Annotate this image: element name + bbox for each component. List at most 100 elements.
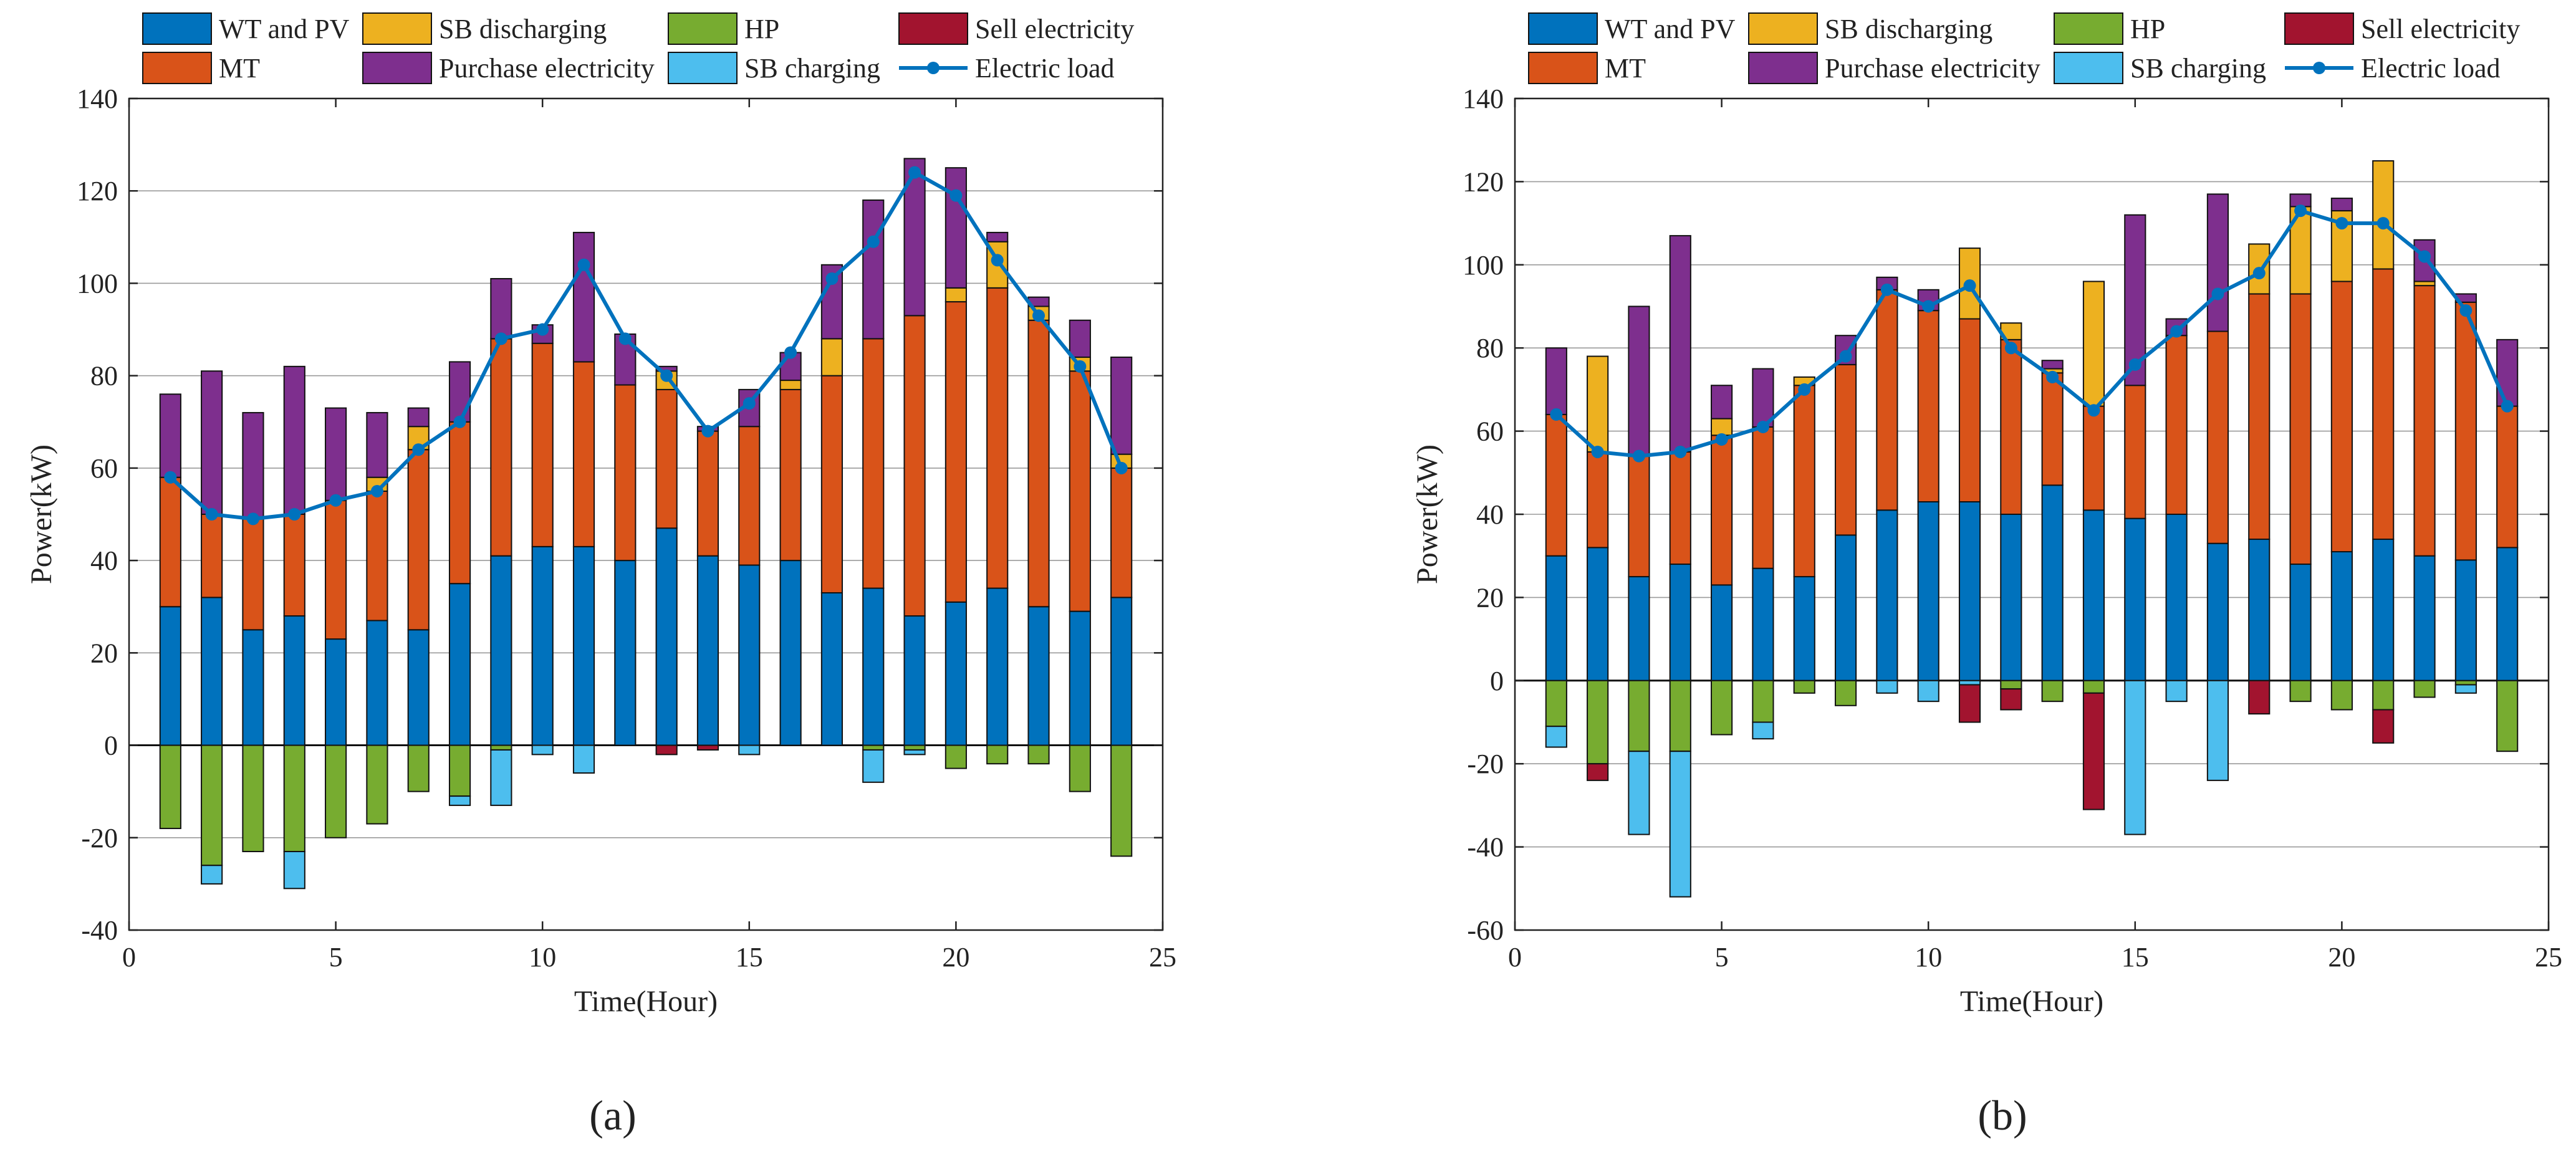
- bar-sb_charging-hour-15: [738, 744, 761, 756]
- electric-load-point-hour-19: [908, 166, 921, 179]
- electric-load-point-hour-24: [1115, 461, 1128, 474]
- bar-hp-hour-2: [201, 744, 223, 866]
- electric-load-point-hour-2: [1591, 445, 1604, 458]
- bar-wt_pv-hour-3: [1628, 576, 1650, 681]
- bar-mt-hour-10: [531, 342, 554, 547]
- electric-load-point-hour-15: [2128, 358, 2141, 371]
- legend-swatch-sell: [2284, 12, 2354, 45]
- electric-load-point-hour-18: [2252, 267, 2266, 280]
- bar-wt_pv-hour-21: [2372, 539, 2395, 681]
- bar-wt_pv-hour-3: [242, 629, 264, 746]
- bar-purchase-hour-10: [1917, 289, 1939, 312]
- electric-load-point-hour-17: [825, 272, 839, 286]
- electric-load-point-hour-14: [2087, 404, 2100, 417]
- bar-hp-hour-20: [944, 744, 967, 769]
- electric-load-point-hour-11: [1963, 279, 1976, 292]
- bar-mt-hour-9: [490, 338, 512, 557]
- bar-wt_pv-hour-8: [1834, 534, 1857, 681]
- bar-mt-hour-20: [944, 301, 967, 603]
- bar-sell-hour-12: [2000, 688, 2022, 711]
- bar-sell-hour-21: [2372, 709, 2395, 744]
- bar-purchase-hour-17: [2206, 193, 2229, 332]
- legend-swatch-mt: [142, 52, 212, 84]
- bar-wt_pv-hour-4: [283, 615, 305, 746]
- bar-purchase-hour-24: [1110, 357, 1133, 455]
- electric-load-point-hour-1: [1550, 408, 1563, 421]
- bar-mt-hour-11: [1958, 318, 1981, 502]
- bar-purchase-hour-1: [159, 393, 181, 478]
- bar-wt_pv-hour-23: [1069, 610, 1091, 746]
- bar-hp-hour-5: [1711, 679, 1733, 736]
- bar-wt_pv-hour-22: [2413, 555, 2436, 681]
- bar-sell-hour-11: [1958, 684, 1981, 723]
- bar-purchase-hour-2: [201, 370, 223, 515]
- bar-wt_pv-hour-8: [448, 583, 471, 746]
- bar-hp-hour-9: [490, 744, 512, 751]
- bar-sb_charging-hour-1: [1545, 726, 1567, 748]
- bar-sb_discharging-hour-16: [779, 380, 802, 390]
- electric-load-line: [1555, 209, 2509, 458]
- bar-sb_discharging-hour-21: [2372, 160, 2395, 270]
- legend-swatch-hp: [2054, 12, 2123, 45]
- x-axis-label: Time(Hour): [1960, 985, 2103, 1018]
- bar-purchase-hour-21: [986, 231, 1009, 242]
- x-tick-label: 10: [1915, 942, 1942, 972]
- bar-sb_charging-hour-11: [572, 744, 595, 774]
- bar-wt_pv-hour-19: [2289, 564, 2312, 681]
- bar-sb_charging-hour-10: [531, 744, 554, 756]
- bar-purchase-hour-4: [1669, 235, 1691, 453]
- bar-mt-hour-4: [283, 514, 305, 617]
- x-tick-label: 10: [529, 942, 556, 972]
- bar-sb_charging-hour-2: [201, 865, 223, 885]
- electric-load-point-hour-3: [1632, 449, 1645, 463]
- electric-load-point-hour-15: [743, 397, 756, 410]
- bar-sb_charging-hour-11: [1958, 679, 1981, 686]
- panel-label: (a): [589, 1092, 636, 1139]
- bar-wt_pv-hour-24: [2496, 547, 2519, 681]
- legend-label: Sell electricity: [2361, 14, 2520, 44]
- bar-sell-hour-18: [2248, 679, 2271, 715]
- bar-hp-hour-4: [283, 744, 305, 853]
- bar-hp-hour-18: [862, 744, 885, 751]
- bar-mt-hour-6: [1752, 426, 1774, 569]
- bar-sell-hour-13: [655, 744, 678, 756]
- bar-sb_discharging-hour-2: [1587, 355, 1609, 453]
- bar-mt-hour-7: [407, 449, 430, 631]
- bar-wt_pv-hour-23: [2454, 559, 2477, 681]
- bar-hp-hour-8: [1834, 679, 1857, 706]
- legend-label: Purchase electricity: [1825, 53, 2040, 84]
- bar-hp-hour-23: [2454, 679, 2477, 686]
- bar-hp-hour-3: [242, 744, 264, 853]
- y-tick-label: -60: [1467, 915, 1504, 946]
- bar-purchase-hour-9: [490, 278, 512, 340]
- y-tick-label: 20: [1476, 582, 1504, 613]
- bar-hp-hour-2: [1587, 679, 1609, 765]
- y-tick-label: -40: [1467, 832, 1504, 863]
- electric-load-point-hour-16: [2170, 325, 2183, 338]
- bar-sb_charging-hour-9: [490, 749, 512, 806]
- bar-wt_pv-hour-15: [2124, 517, 2146, 681]
- legend-swatch-hp: [668, 12, 738, 45]
- bar-mt-hour-16: [2165, 335, 2188, 515]
- bar-mt-hour-2: [201, 514, 223, 598]
- bar-hp-hour-24: [1110, 744, 1133, 857]
- bar-wt_pv-hour-6: [366, 620, 388, 746]
- bar-wt_pv-hour-18: [862, 587, 885, 746]
- bar-sb_charging-hour-18: [862, 749, 885, 783]
- bar-wt_pv-hour-12: [614, 560, 637, 746]
- bar-wt_pv-hour-10: [531, 545, 554, 746]
- x-tick-label: 20: [2328, 942, 2355, 972]
- bar-wt_pv-hour-13: [2041, 484, 2064, 681]
- electric-load-point-hour-8: [453, 415, 466, 428]
- bar-wt_pv-hour-10: [1917, 501, 1939, 681]
- bar-mt-hour-19: [2289, 293, 2312, 565]
- legend-swatch-wt_pv: [1528, 12, 1598, 45]
- bar-sb_discharging-hour-14: [2082, 281, 2105, 407]
- bar-mt-hour-11: [572, 361, 595, 547]
- bar-sb_charging-hour-17: [2206, 679, 2229, 781]
- y-tick-label: -40: [81, 915, 118, 946]
- bar-wt_pv-hour-22: [1027, 606, 1050, 746]
- bar-hp-hour-5: [325, 744, 347, 838]
- bar-sell-hour-2: [1587, 763, 1609, 781]
